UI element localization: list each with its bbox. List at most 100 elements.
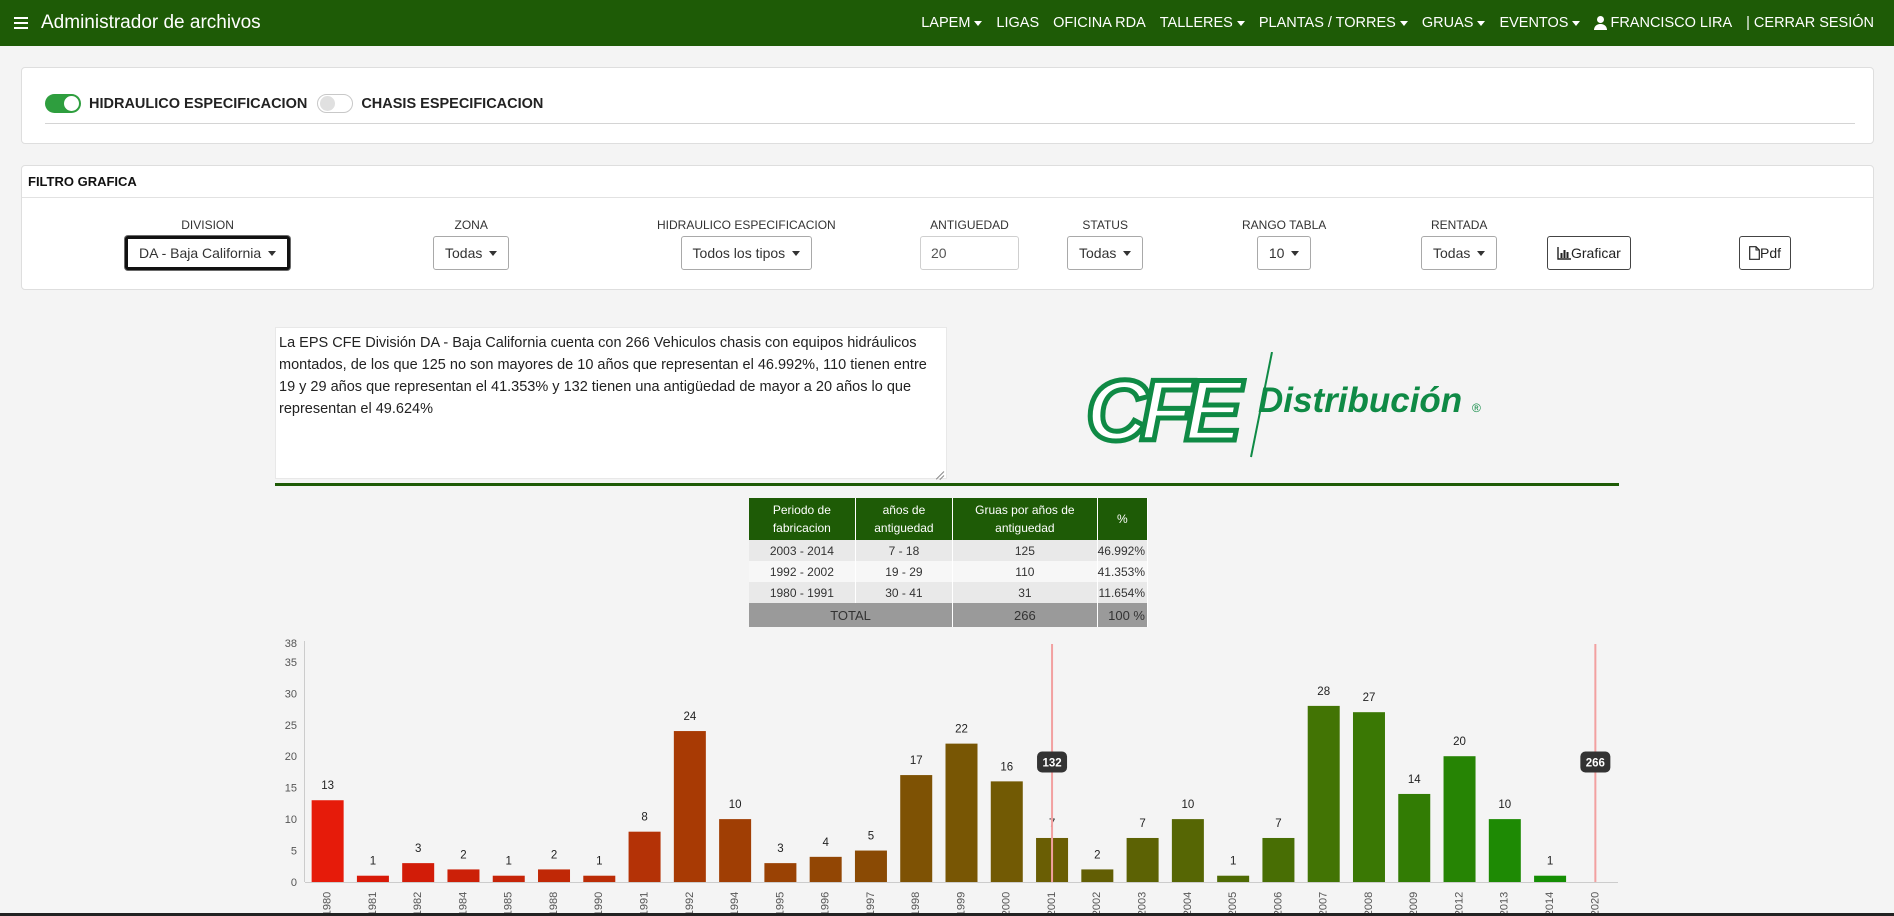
bar-value-label: 10	[1498, 799, 1511, 811]
antiguedad-label: ANTIGUEDAD	[930, 218, 1009, 232]
table-cell: 30 - 41	[855, 582, 954, 603]
bar	[1352, 712, 1385, 882]
user-name: FRANCISCO LIRA	[1610, 15, 1733, 31]
caret-down-icon	[1123, 250, 1132, 256]
description-text: La EPS CFE División DA - Baja California…	[279, 335, 927, 417]
nav-item-lapem[interactable]: LAPEM	[921, 15, 983, 31]
y-tick-label: 10	[285, 814, 297, 826]
chasis-spec-switch[interactable]	[317, 94, 354, 113]
x-tick-label: 2000	[1001, 892, 1013, 916]
division-label: DIVISION	[181, 218, 234, 232]
nav-item-gruas[interactable]: GRUAS	[1422, 15, 1486, 31]
divider	[45, 123, 1855, 124]
user-icon	[1594, 16, 1608, 30]
bar-value-label: 2	[551, 849, 557, 861]
nav-item-logout[interactable]: | CERRAR SESIÓN	[1746, 15, 1874, 31]
nav-item-eventos[interactable]: EVENTOS	[1499, 15, 1581, 31]
bar	[1171, 819, 1204, 882]
logo-distribucion-text: Distribución	[1258, 381, 1462, 420]
bar	[1488, 819, 1521, 882]
bar-value-label: 8	[641, 812, 647, 824]
table-cell: 1992 - 2002	[749, 561, 856, 582]
rango-label: RANGO TABLA	[1242, 218, 1327, 232]
bar-value-label: 7	[1139, 818, 1145, 830]
caret-down-icon	[489, 250, 498, 256]
resize-grip-icon[interactable]	[934, 466, 944, 476]
x-tick-label: 1995	[774, 892, 786, 916]
rentada-dropdown[interactable]: Todas	[1421, 236, 1498, 270]
x-tick-label: 2003	[1137, 892, 1149, 916]
x-tick-label: 1982	[412, 892, 424, 916]
bar-value-label: 22	[955, 724, 968, 736]
column-header: %	[1097, 498, 1149, 540]
hidraulico-spec-label[interactable]: HIDRAULICO ESPECIFICACION	[89, 95, 308, 112]
nav-item-user[interactable]: FRANCISCO LIRA	[1594, 15, 1732, 31]
switch-knob	[64, 96, 79, 111]
nav-item-talleres[interactable]: TALLERES	[1160, 15, 1245, 31]
y-tick-label: 30	[285, 688, 297, 700]
antiguedad-input[interactable]: 20	[920, 236, 1019, 270]
nav-item-plantas-torres[interactable]: PLANTAS / TORRES	[1259, 15, 1408, 31]
y-tick-label: 25	[285, 720, 297, 732]
bar	[673, 731, 706, 882]
nav-item-ligas[interactable]: LIGAS	[996, 15, 1039, 31]
app-title[interactable]: Administrador de archivos	[41, 12, 261, 33]
logo-registered-mark: ®	[1472, 401, 1481, 415]
marker-label: 266	[1586, 758, 1605, 770]
status-label: STATUS	[1082, 218, 1128, 232]
x-tick-label: 2005	[1227, 892, 1239, 916]
nav-label: LIGAS	[996, 15, 1040, 31]
y-tick-label: 20	[285, 751, 297, 763]
x-tick-label: 1997	[865, 892, 877, 916]
table-cell: 110	[952, 561, 1098, 582]
chasis-spec-label[interactable]: CHASIS ESPECIFICACION	[361, 95, 544, 112]
bar-value-label: 27	[1363, 692, 1376, 704]
bar	[311, 800, 344, 882]
x-tick-label: 1994	[729, 892, 741, 916]
bar-value-label: 1	[506, 856, 512, 868]
section-divider	[275, 483, 1619, 486]
bar	[1534, 875, 1567, 882]
table-cell: 2003 - 2014	[749, 540, 856, 561]
table-header-row: Periodo de fabricacion años de antigueda…	[749, 498, 1149, 540]
bar-value-label: 13	[321, 780, 334, 792]
nav-label: OFICINA RDA	[1053, 15, 1146, 31]
bar-value-label: 1	[1547, 856, 1553, 868]
division-dropdown[interactable]: DA - Baja California	[125, 236, 291, 270]
description-textarea[interactable]: La EPS CFE División DA - Baja California…	[275, 327, 947, 479]
rango-filter: RANGO TABLA 10	[1242, 218, 1326, 270]
status-value: Todas	[1079, 245, 1117, 261]
y-tick-label: 15	[285, 783, 297, 795]
bar	[945, 743, 978, 882]
pdf-button[interactable]: Pdf	[1739, 236, 1792, 270]
x-tick-label: 2013	[1499, 892, 1511, 916]
table-row: 2003 - 2014 7 - 18 125 46.992%	[749, 540, 1149, 561]
bar-value-label: 10	[729, 799, 742, 811]
bar	[764, 863, 797, 882]
x-tick-label: 2020	[1589, 892, 1601, 916]
x-tick-label: 2002	[1091, 892, 1103, 916]
age-summary-table: Periodo de fabricacion años de antigueda…	[749, 498, 1149, 627]
caret-down-icon	[268, 250, 277, 256]
table-cell: 125	[952, 540, 1098, 561]
bar-value-label: 10	[1181, 799, 1194, 811]
nav-item-oficina-rda[interactable]: OFICINA RDA	[1053, 15, 1146, 31]
x-tick-label: 1984	[457, 892, 469, 916]
table-cell: 7 - 18	[855, 540, 954, 561]
status-dropdown[interactable]: Todas	[1067, 236, 1144, 270]
bar-value-label: 14	[1408, 774, 1421, 786]
graficar-button[interactable]: Graficar	[1547, 236, 1631, 270]
column-header: Gruas por años de antiguedad	[952, 498, 1098, 540]
zona-dropdown[interactable]: Todas	[433, 236, 510, 270]
hidraulico-filter: HIDRAULICO ESPECIFICACION Todos los tipo…	[657, 218, 836, 270]
hidraulico-spec-switch[interactable]	[45, 94, 81, 113]
rango-dropdown[interactable]: 10	[1256, 236, 1312, 270]
hamburger-menu-icon[interactable]	[14, 17, 28, 29]
hidraulico-dropdown[interactable]: Todos los tipos	[680, 236, 813, 270]
total-percent: 100 %	[1097, 603, 1149, 627]
x-tick-label: 1980	[322, 892, 334, 916]
bar-value-label: 24	[683, 711, 696, 723]
table-cell: 11.654%	[1097, 582, 1149, 603]
bar-value-label: 17	[910, 755, 923, 767]
bar-value-label: 1	[370, 856, 376, 868]
